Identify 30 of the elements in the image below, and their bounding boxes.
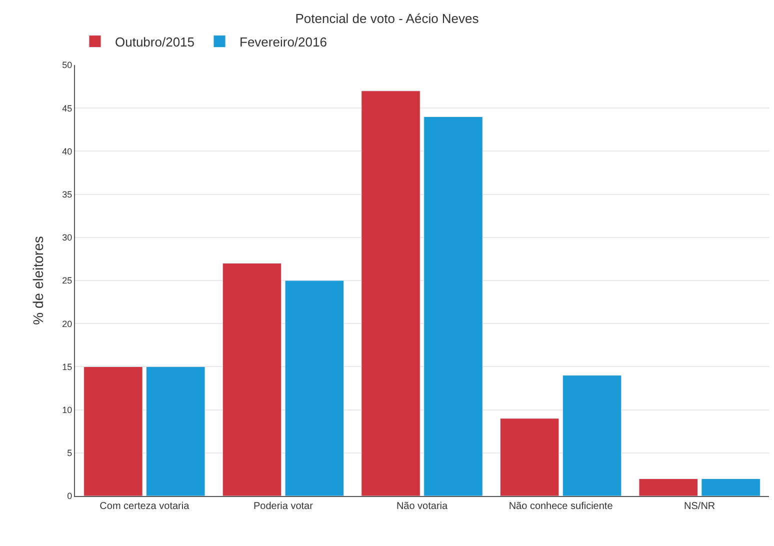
bar	[84, 366, 143, 496]
x-tick-label: Poderia votar	[253, 501, 314, 512]
bar	[424, 116, 483, 496]
bar	[222, 263, 282, 496]
bar	[146, 366, 206, 496]
y-axis-title: % de eleitores	[30, 236, 46, 325]
y-tick-label: 50	[62, 60, 72, 70]
chart-title: Potencial de voto - Aécio Neves	[295, 10, 480, 26]
bar	[638, 478, 698, 496]
x-tick-label: Não votaria	[396, 501, 448, 512]
bar	[562, 375, 622, 496]
x-tick-label: NS/NR	[684, 501, 716, 512]
y-tick-label: 0	[67, 491, 72, 502]
y-tick-label: 30	[62, 232, 72, 243]
x-tick-label: Com certeza votaria	[100, 501, 190, 512]
y-tick-label: 10	[62, 404, 72, 415]
legend-label: Fevereiro/2016	[240, 34, 327, 50]
bar	[361, 90, 420, 496]
y-tick-label: 45	[62, 103, 72, 114]
y-tick-label: 35	[62, 189, 72, 200]
bar	[701, 478, 760, 496]
bar	[284, 280, 344, 496]
x-tick-label: Não conhece suficiente	[508, 501, 614, 512]
y-tick-label: 20	[62, 318, 72, 329]
legend-label: Outubro/2015	[115, 34, 195, 50]
y-tick-label: 15	[62, 362, 72, 372]
bar	[500, 418, 560, 496]
y-tick-label: 5	[67, 448, 72, 458]
y-tick-label: 40	[62, 146, 72, 156]
y-tick-label: 25	[62, 276, 72, 286]
